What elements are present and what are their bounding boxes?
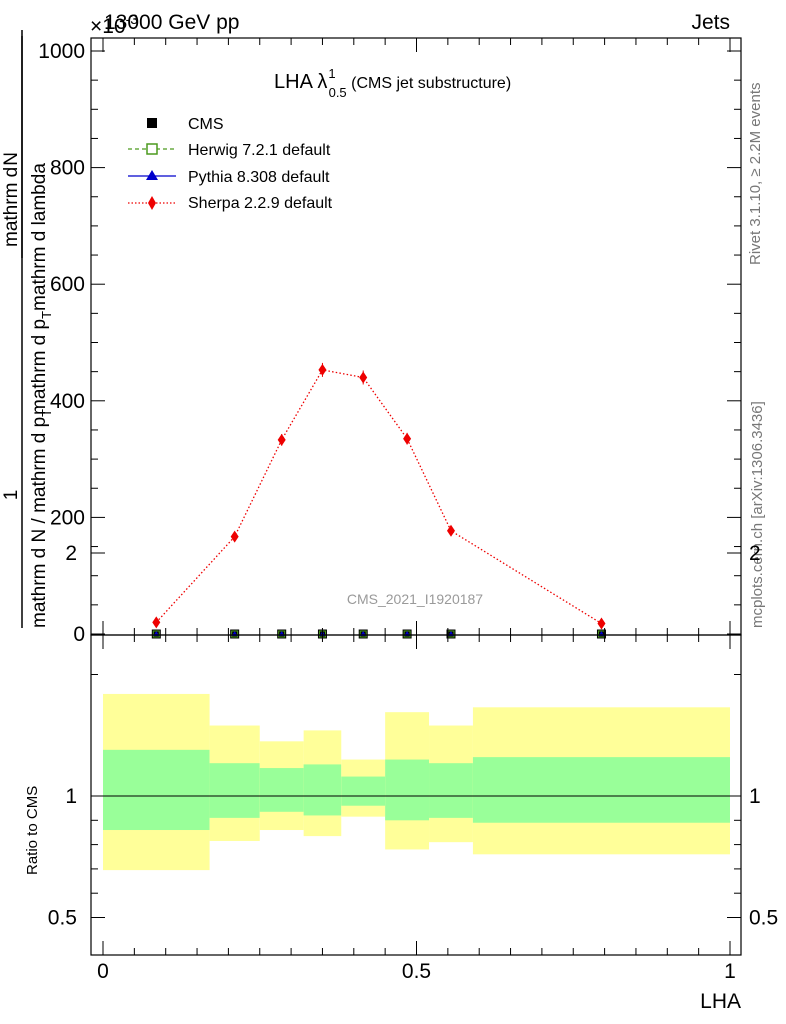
main-y-tick-label: 0 <box>73 623 85 646</box>
ratio-y-tick-label-right: 2 <box>749 542 761 565</box>
axes: 0 200 400 600 800 1000 0 0.5 1 0.5 0.5 1 1 2 2 <box>38 37 778 983</box>
legend: CMS Herwig 7.2.1 default Pythia 8.308 de… <box>128 116 333 212</box>
sherpa-point <box>277 433 286 446</box>
ratio-y-axis-label: Ratio to CMS <box>24 786 41 875</box>
ratio-y-tick-label-right: 0.5 <box>749 907 778 930</box>
sherpa-marker-icon <box>148 196 156 210</box>
herwig-marker-icon <box>146 143 158 155</box>
pythia-marker-icon <box>146 170 158 180</box>
main-y-tick-label: 200 <box>50 506 85 529</box>
ratio-inner-band-bin <box>472 757 730 823</box>
energy-label: 13000 GeV pp <box>104 11 239 34</box>
process-label: Jets <box>691 11 730 34</box>
plot-title: LHA λ1 0.5 (CMS jet substructure) <box>274 66 511 100</box>
legend-label-cms: CMS <box>188 116 224 133</box>
x-tick-label: 1 <box>724 960 736 983</box>
main-y-tick-label: 400 <box>50 390 85 413</box>
sherpa-point <box>446 524 455 537</box>
legend-item-cms: CMS <box>147 116 224 133</box>
ratio-inner-band-bin <box>103 749 210 831</box>
x-tick-label: 0.5 <box>402 960 431 983</box>
ratio-y-tick-label: 0.5 <box>48 907 77 930</box>
legend-label-pythia: Pythia 8.308 default <box>188 169 330 186</box>
y-exponent-label: ×10-3 <box>90 11 138 38</box>
legend-item-herwig: Herwig 7.2.1 default <box>128 142 331 159</box>
ratio-bands <box>103 693 730 871</box>
rivet-version-label: Rivet 3.1.10, ≥ 2.2M events <box>747 83 764 266</box>
legend-label-sherpa: Sherpa 2.2.9 default <box>188 195 333 212</box>
ratio-inner-band-bin <box>385 759 430 821</box>
analysis-watermark: CMS_2021_I1920187 <box>347 591 483 607</box>
sherpa-point <box>230 530 239 543</box>
main-y-tick-label: 600 <box>50 273 85 296</box>
x-tick-label: 0 <box>97 960 109 983</box>
y-label-one: 1 <box>1 490 22 501</box>
sherpa-point <box>403 432 412 445</box>
ratio-y-tick-label-right: 1 <box>749 785 761 808</box>
ratio-inner-band-bin <box>303 764 342 816</box>
ratio-inner-band-bin <box>259 768 304 812</box>
sherpa-point <box>318 363 327 376</box>
mcplots-credit-label: mcplots.cern.ch [arXiv:1306.3436] <box>749 401 766 628</box>
sherpa-point <box>359 371 368 384</box>
main-y-tick-label: 800 <box>50 157 85 180</box>
sherpa-line <box>155 369 602 625</box>
ratio-y-tick-label: 1 <box>65 785 77 808</box>
legend-item-pythia: Pythia 8.308 default <box>128 169 330 186</box>
legend-item-sherpa: Sherpa 2.2.9 default <box>128 195 333 212</box>
ratio-inner-band-bin <box>429 763 473 818</box>
legend-label-herwig: Herwig 7.2.1 default <box>188 142 331 159</box>
main-y-axis-label: 1 mathrm d N / mathrm d pT mathrm dN mat… <box>1 30 54 628</box>
y-label-numerator-bottom: mathrm d pTmathrm d lambda <box>29 163 54 415</box>
sherpa-point <box>152 616 161 629</box>
ratio-inner-band-bin <box>209 763 260 818</box>
sherpa-point <box>597 617 606 630</box>
y-label-denominator: mathrm d N / mathrm d pT <box>29 409 54 628</box>
y-label-numerator-top: mathrm dN <box>1 152 22 247</box>
cms-marker-icon <box>147 118 157 128</box>
ratio-y-tick-label: 2 <box>65 542 77 565</box>
ratio-inner-band-bin <box>341 776 386 806</box>
main-y-tick-label: 1000 <box>38 40 85 63</box>
x-axis-label: LHA <box>700 990 741 1013</box>
